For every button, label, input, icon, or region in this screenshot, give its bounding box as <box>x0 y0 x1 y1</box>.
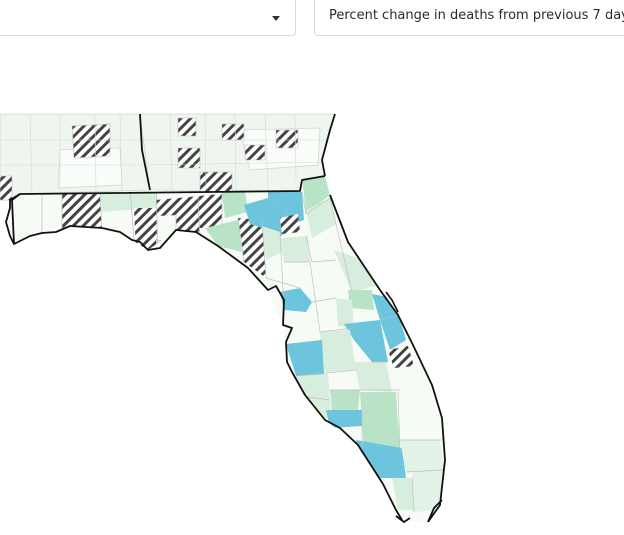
county <box>344 320 388 362</box>
chevron-down-icon[interactable] <box>272 16 280 21</box>
county <box>156 196 200 216</box>
neighbor-hatched-county <box>275 129 299 149</box>
metric-dropdown-value: Percent change in deaths from previous 7… <box>329 8 624 23</box>
county <box>280 214 300 234</box>
metric-dropdown[interactable]: Percent change in deaths from previous 7… <box>314 0 624 36</box>
neighbor-hatched-county <box>199 171 233 193</box>
left-filter-dropdown[interactable] <box>0 0 296 36</box>
county <box>286 340 324 376</box>
county <box>400 440 444 472</box>
county <box>326 410 362 428</box>
atlantic-barrier-island <box>385 291 399 313</box>
county <box>280 288 312 312</box>
county <box>238 218 266 278</box>
county <box>354 362 392 392</box>
county <box>392 478 414 510</box>
county <box>306 198 336 238</box>
alabama-florida-west-border <box>11 193 21 245</box>
florida-counties <box>6 176 445 522</box>
county <box>176 212 200 240</box>
county <box>330 390 360 410</box>
county <box>222 190 248 218</box>
county <box>280 236 310 262</box>
county <box>360 392 398 426</box>
county <box>412 468 445 512</box>
neighbor-hatched-county <box>177 117 197 137</box>
neighbor-hatched-county <box>221 123 245 141</box>
keys-coastline <box>395 515 411 524</box>
county <box>302 176 330 214</box>
county <box>62 192 102 232</box>
neighbor-hatched-county <box>71 123 111 159</box>
county <box>100 188 130 212</box>
county <box>156 240 192 262</box>
neighbor-states-region <box>0 113 336 201</box>
county <box>205 220 242 252</box>
neighbor-hatched-county <box>177 147 201 169</box>
georgia-east-border <box>321 113 336 177</box>
neighbor-hatched-county <box>0 175 13 201</box>
county <box>134 208 158 262</box>
county <box>372 294 406 350</box>
county <box>320 330 356 372</box>
county <box>348 290 374 310</box>
neighbor-hatched-county <box>244 144 266 161</box>
county <box>262 226 282 260</box>
county <box>244 198 290 240</box>
county-boundaries <box>41 181 445 513</box>
florida-state-outline <box>5 175 446 523</box>
county <box>198 194 222 228</box>
county <box>14 194 42 244</box>
county <box>388 346 414 368</box>
county <box>336 298 354 328</box>
alabama-georgia-border <box>139 113 151 191</box>
